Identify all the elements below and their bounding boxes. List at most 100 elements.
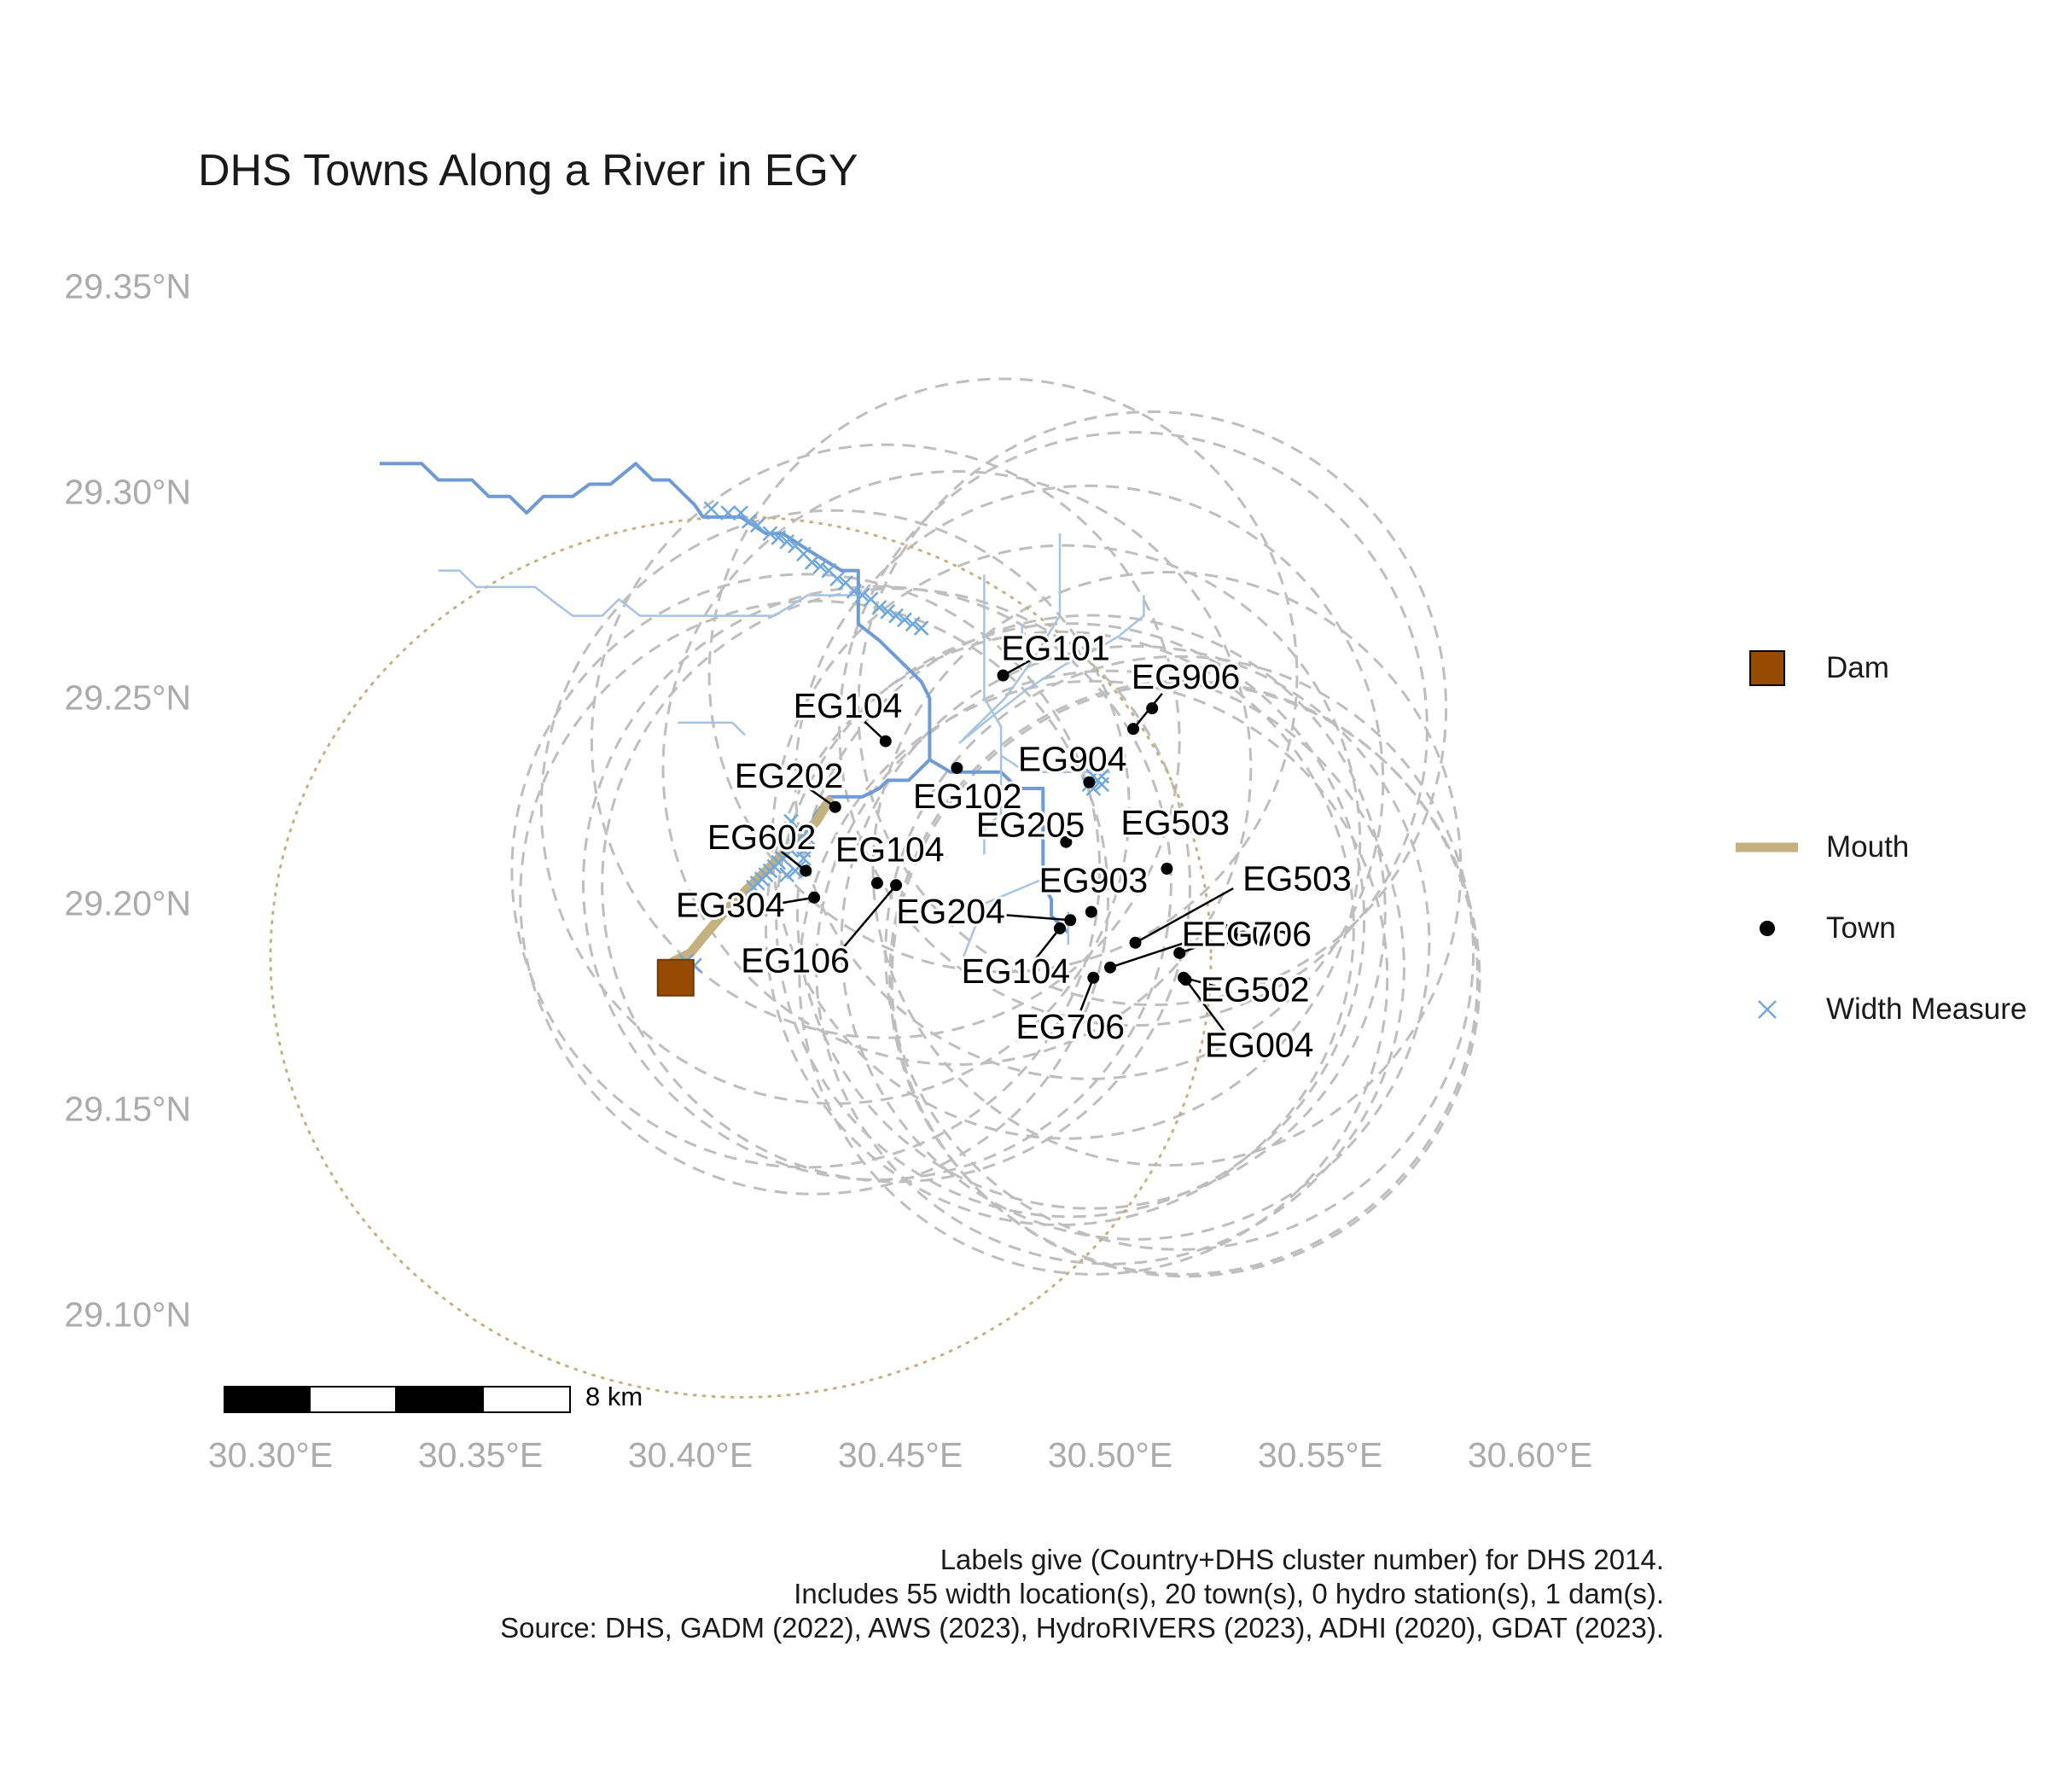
town-point: [1179, 974, 1192, 986]
town-point: [829, 800, 841, 813]
width-measure-mark: [905, 616, 921, 632]
width-measure-mark: [741, 513, 757, 529]
width-measure-mark: [880, 603, 896, 620]
town-buffer-circle: [884, 655, 1475, 1251]
width-measure-mark: [812, 558, 829, 574]
town-label: EG304: [676, 886, 785, 925]
width-measure-mark: [871, 600, 887, 615]
width-measure-stroke: [854, 587, 870, 603]
caption-line: Source: DHS, GADM (2022), AWS (2023), Hy…: [500, 1612, 1664, 1644]
width-measure-stroke: [1094, 768, 1110, 784]
town-point: [808, 891, 821, 904]
town-point: [1087, 971, 1100, 984]
width-measure-stroke: [871, 600, 887, 615]
river-tributary-segment: [962, 877, 1044, 986]
town-point: [1083, 776, 1096, 788]
width-measure-mark: [720, 505, 736, 521]
town-point: [1161, 863, 1173, 876]
town-label: EG205: [976, 806, 1085, 845]
y-tick-label: 29.25°N: [64, 678, 191, 718]
width-measure-stroke: [821, 562, 837, 579]
mouth-buffer: [269, 515, 1213, 1399]
town-buffer-circle: [815, 669, 1405, 1265]
width-measure-stroke: [897, 612, 912, 628]
town-buffer-circle: [775, 622, 1366, 1219]
width-measure-stroke: [783, 813, 799, 829]
width-measure-stroke: [812, 558, 829, 574]
river-tributary-segment: [962, 533, 1062, 741]
town-buffer-circle: [510, 573, 1102, 1169]
y-tick-label: 29.15°N: [64, 1089, 191, 1129]
width-measure-stroke: [863, 591, 879, 608]
width-measure-mark: [1094, 768, 1110, 784]
town-point: [1060, 835, 1073, 848]
town-label: EG904: [1018, 740, 1127, 779]
width-measure-stroke: [800, 829, 816, 846]
width-measure-stroke: [795, 546, 812, 562]
town-buffer-circle: [890, 682, 1481, 1278]
width-measure-mark: [703, 501, 719, 517]
x-tick-label: 30.35°E: [417, 1435, 544, 1475]
town-label: EG606: [1182, 914, 1291, 953]
caption: Labels give (Country+DHS cluster number)…: [500, 1543, 1664, 1645]
town-label: EG706: [1202, 914, 1312, 953]
town-label: EG106: [741, 941, 850, 980]
y-tick-label: 29.30°N: [64, 472, 191, 512]
legend-key-town: [1760, 921, 1775, 936]
town-label: EG104: [794, 686, 903, 725]
label-leader-line: [1034, 928, 1061, 960]
width-measure-stroke: [913, 620, 929, 636]
town-point: [1053, 922, 1066, 934]
width-measure-mark: [897, 612, 912, 628]
mouth-buffer-circle: [269, 515, 1213, 1399]
legend-key-dam: [1749, 650, 1785, 686]
town-buffer-circle: [871, 571, 1463, 1167]
width-measure-mark: [846, 583, 862, 599]
town-point: [951, 761, 963, 774]
width-measure-mark: [854, 587, 870, 603]
width-measure-stroke: [762, 526, 778, 542]
town-buffer-circle: [857, 410, 1448, 1007]
town-buffer-circle: [888, 679, 1479, 1276]
width-measure-mark: [779, 867, 795, 883]
town-point: [1064, 914, 1077, 927]
town-label: EG602: [707, 817, 817, 857]
dam-marker: [656, 958, 695, 997]
town-point: [1146, 702, 1159, 715]
legend-label-width: Width Measure: [1826, 992, 2028, 1026]
width-measure-stroke: [905, 616, 921, 632]
width-measure-stroke: [838, 575, 853, 591]
town-label: EG502: [1201, 969, 1310, 1009]
width-measure-mark: [829, 571, 846, 587]
town-buffer-circle: [539, 509, 1131, 1105]
river-tributary-segment: [1000, 754, 1110, 774]
town-label: EG906: [1132, 657, 1241, 696]
width-measure-stroke: [771, 530, 787, 545]
town-point: [800, 864, 812, 877]
town-label: EG503: [1120, 803, 1230, 842]
width-measure-mark: [795, 851, 812, 866]
town-label: EG503: [1242, 858, 1352, 898]
width-measure-stroke: [741, 513, 757, 529]
x-tick-label: 30.30°E: [207, 1435, 334, 1475]
town-label: EG101: [1001, 628, 1110, 667]
width-measure-stroke: [720, 505, 736, 521]
town-point: [870, 876, 883, 889]
town-label: EG104: [961, 951, 1070, 991]
x-tick-label: 30.55°E: [1257, 1435, 1383, 1475]
width-measure-stroke: [804, 555, 820, 570]
width-measure-mark: [804, 555, 820, 570]
town-label: EG906: [1132, 657, 1241, 696]
town-buffers: [510, 377, 1481, 1278]
town-label: EG104: [835, 830, 945, 870]
width-measure-mark: [800, 829, 816, 846]
town-label: EG903: [1039, 861, 1148, 900]
width-measure-stroke: [733, 505, 748, 521]
town-buffer-circle: [582, 585, 1172, 1181]
width-measure-stroke: [749, 517, 765, 533]
label-leader-line: [840, 884, 898, 951]
town-label: EG102: [913, 777, 1022, 816]
width-measure-stroke: [703, 501, 719, 517]
town-buffer-circle: [794, 484, 1385, 1080]
width-measure-stroke: [880, 603, 896, 620]
